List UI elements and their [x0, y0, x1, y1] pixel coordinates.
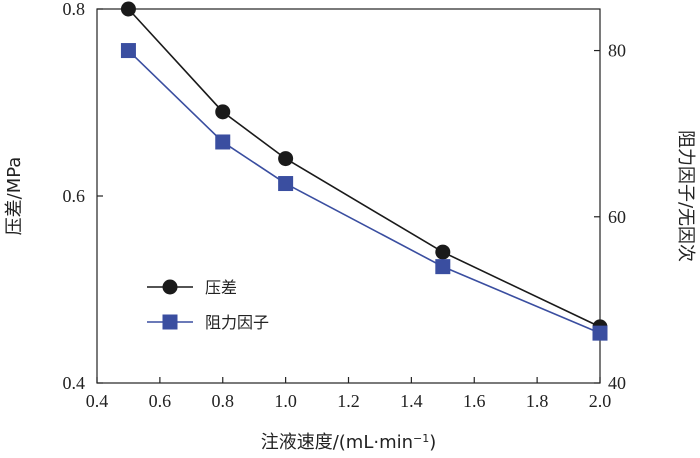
- data-point-circle: [120, 1, 136, 17]
- left-tick-label: 0.6: [63, 186, 86, 206]
- series-line-2: [127, 49, 601, 334]
- right-tick-label: 80: [608, 41, 626, 61]
- data-point-circle: [435, 244, 451, 260]
- x-tick-label: 1.0: [274, 391, 297, 411]
- left-axis-ticks: 0.4 0.6 0.8: [63, 0, 103, 393]
- data-point-square: [215, 134, 231, 150]
- right-axis-ticks: 40 60 80: [594, 41, 626, 393]
- x-tick-label: 1.4: [400, 391, 423, 411]
- right-tick-label: 60: [608, 207, 626, 227]
- right-tick-label: 40: [608, 373, 626, 393]
- right-axis-title: 阻力因子/无因次: [675, 130, 696, 262]
- x-axis-ticks: 0.4 0.6 0.8 1.0 1.2 1.4 1.6 1.8 2.0: [86, 377, 612, 411]
- data-point-square: [120, 43, 136, 59]
- left-axis-title: 压差/MPa: [4, 157, 25, 236]
- series-line-1: [127, 8, 601, 328]
- x-tick-label: 1.6: [463, 391, 486, 411]
- x-tick-label: 0.4: [86, 391, 109, 411]
- x-axis-title: 注液速度/(mL·min−1): [261, 432, 437, 454]
- series-layer: [120, 1, 608, 341]
- data-point-square: [592, 325, 608, 341]
- x-tick-label: 0.6: [149, 391, 172, 411]
- data-point-square: [278, 176, 294, 192]
- x-tick-label: 1.2: [337, 391, 360, 411]
- x-axis-title-close: ): [429, 432, 436, 453]
- data-point-circle: [278, 151, 294, 167]
- x-axis-title-main: 注液速度/(mL·min: [261, 432, 413, 453]
- data-point-square: [435, 259, 451, 275]
- legend-marker-circle: [162, 279, 178, 295]
- legend-label: 压差: [205, 278, 237, 297]
- left-tick-label: 0.4: [63, 373, 86, 393]
- x-tick-label: 2.0: [589, 391, 612, 411]
- left-tick-label: 0.8: [63, 0, 86, 19]
- legend-marker-square: [162, 314, 178, 330]
- x-axis-title-sup: −1: [413, 432, 429, 445]
- data-point-circle: [215, 104, 231, 120]
- legend-label: 阻力因子: [205, 313, 269, 332]
- x-tick-label: 1.8: [526, 391, 549, 411]
- x-tick-label: 0.8: [212, 391, 235, 411]
